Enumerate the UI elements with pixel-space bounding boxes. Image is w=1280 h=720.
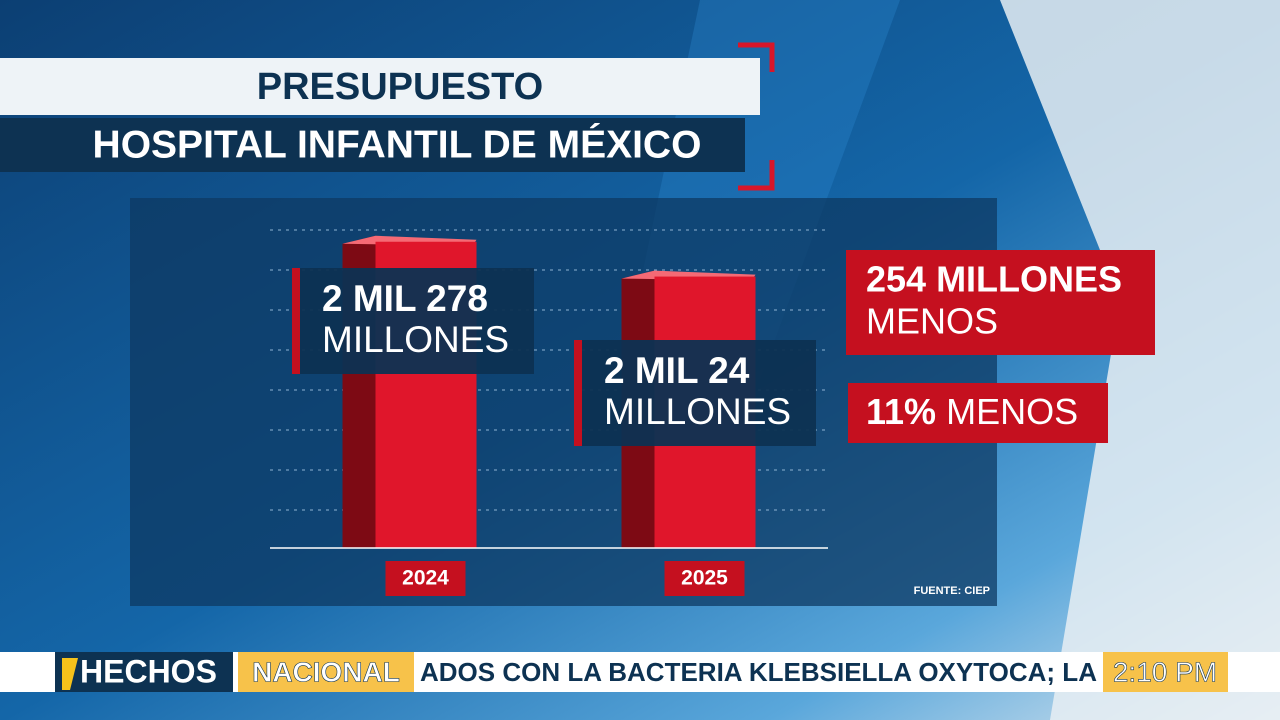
value-label: 2 MIL 278 [322, 278, 488, 319]
x-tick-label: 2025 [681, 567, 728, 590]
value-label-edge [574, 340, 582, 446]
title-band [0, 58, 760, 115]
value-label-box [574, 340, 816, 446]
annotation: MENOS [866, 301, 998, 342]
value-label-edge [292, 268, 300, 374]
logo-box [55, 652, 233, 692]
annotation: 11% MENOS [866, 391, 1078, 432]
annotation-box [848, 383, 1108, 443]
section-box [238, 652, 414, 692]
section: NACIONAL [252, 656, 400, 687]
annotation: 254 MILLONES [866, 259, 1122, 300]
source: FUENTE: CIEP [914, 585, 990, 597]
subtitle-band [0, 118, 745, 172]
annotation: MENOS [946, 391, 1078, 432]
bracket [738, 42, 775, 191]
chart-subtitle: HOSPITAL INFANTIL DE MÉXICO [93, 122, 702, 166]
x-tick-box [385, 561, 466, 596]
background-shape [1000, 0, 1280, 720]
x-tick-box [664, 561, 745, 596]
logo: HECHOS [80, 653, 217, 689]
value-label-box [292, 268, 534, 374]
value-unit-label: MILLONES [604, 391, 791, 432]
time: 2:10 PM [1113, 656, 1217, 687]
value-unit-label: MILLONES [322, 319, 509, 360]
x-tick-label: 2024 [402, 567, 449, 590]
ticker-text: ADOS CON LA BACTERIA KLEBSIELLA OXYTOCA;… [420, 657, 1174, 687]
annotation: 11% [866, 391, 936, 432]
annotation-box [846, 250, 1155, 355]
logo-mark [62, 658, 78, 690]
value-label: 2 MIL 24 [604, 350, 750, 391]
time-box [1103, 652, 1228, 692]
chart-title: PRESUPUESTO [257, 66, 543, 108]
